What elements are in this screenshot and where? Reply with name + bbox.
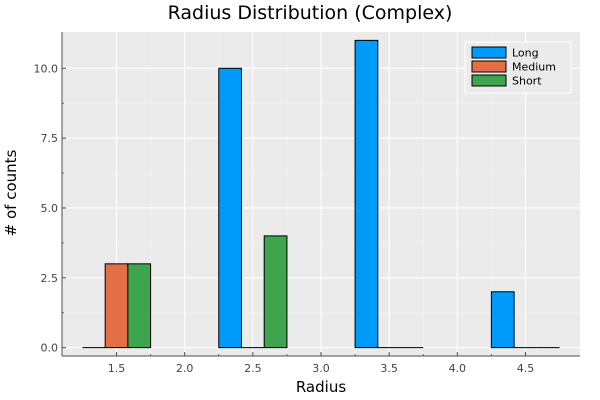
x-tick-label: 1.5 xyxy=(108,362,126,375)
legend-swatch-short xyxy=(471,74,507,87)
chart-title: Radius Distribution (Complex) xyxy=(168,2,453,24)
bar-short xyxy=(127,263,152,349)
bar-long xyxy=(354,39,379,349)
y-axis-title: # of counts xyxy=(2,149,20,236)
x-axis-title: Radius xyxy=(296,378,346,396)
x-tick-label: 4.5 xyxy=(517,362,535,375)
legend-label-long: Long xyxy=(512,47,539,60)
bar-short xyxy=(263,235,288,349)
x-tick-label: 4.0 xyxy=(449,362,467,375)
bar-long xyxy=(218,67,242,349)
x-tick-label: 2.0 xyxy=(176,362,194,375)
legend-swatch-medium xyxy=(471,60,507,73)
x-tick-label: 3.0 xyxy=(312,362,330,375)
bar-long xyxy=(490,291,515,349)
legend-label-short: Short xyxy=(512,75,542,88)
legend-label-medium: Medium xyxy=(512,61,556,74)
bars xyxy=(82,39,560,349)
y-tick-label: 10.0 xyxy=(34,62,59,75)
y-tick-label: 2.5 xyxy=(41,272,59,285)
legend-swatch-long xyxy=(471,46,507,59)
x-tick-label: 2.5 xyxy=(244,362,262,375)
x-tick-label: 3.5 xyxy=(380,362,398,375)
bar-medium xyxy=(104,263,129,349)
tick-labels: 1.5 2.0 2.5 3.0 3.5 4.0 4.5 0.0 2.5 5.0 7.5 10.0 xyxy=(34,62,535,375)
y-tick-label: 7.5 xyxy=(41,132,59,145)
axes xyxy=(61,32,580,357)
y-tick-label: 5.0 xyxy=(41,202,59,215)
y-tick-label: 0.0 xyxy=(41,342,59,355)
